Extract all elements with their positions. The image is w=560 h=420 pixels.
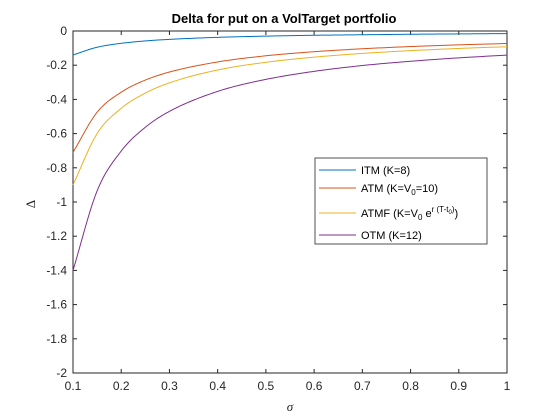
chart-title: Delta for put on a VolTarget portfolio: [172, 11, 397, 26]
y-tick-label: -1.8: [46, 332, 67, 346]
legend-atmf-sub: 0: [418, 213, 423, 222]
legend: ITM (K=8) ATM (K=V0=10) ATMF (K=V0 er (T…: [314, 157, 488, 245]
legend-atmf-prefix: ATMF (K=V: [361, 208, 419, 220]
series-group: [72, 33, 508, 271]
legend-atmf-sup-prefix: r (T-t: [432, 205, 450, 214]
x-tick-label: 0.1: [65, 379, 82, 393]
x-tick-label: 0.3: [161, 379, 178, 393]
x-axis-title: σ: [287, 399, 294, 414]
x-tick-label: 0.6: [306, 379, 323, 393]
x-axis: 0.1 0.2 0.3 0.4 0.5 0.6 0.7 0.8 0.9 1: [65, 31, 511, 393]
legend-atmf-suffix: ): [455, 208, 459, 220]
series-line-atm: [72, 42, 508, 153]
series-line-atmf: [72, 46, 508, 186]
y-axis-title: Δ: [23, 200, 38, 208]
legend-atm-suffix: =10): [416, 183, 438, 195]
y-tick-label: -0.2: [46, 58, 67, 72]
legend-atmf-mid: e: [422, 208, 431, 220]
legend-atm-prefix: ATM (K=V: [361, 183, 412, 195]
legend-box: [314, 157, 488, 245]
series-line-itm: [72, 33, 508, 56]
y-tick-label: -1.4: [46, 263, 67, 277]
legend-atmf-sup-sub: 0: [448, 210, 452, 216]
legend-atm-sub: 0: [411, 188, 416, 197]
y-tick-label: -2: [56, 366, 67, 380]
x-tick-label: 0.9: [450, 379, 467, 393]
y-tick-label: -1.2: [46, 229, 67, 243]
x-tick-label: 0.4: [209, 379, 226, 393]
x-tick-label: 0.5: [258, 379, 275, 393]
y-axis: 0 -0.2 -0.4 -0.6 -0.8 -1 -1.2 -1.4 -1.6 -1.8 -2: [46, 24, 507, 380]
y-tick-label: -1.6: [46, 298, 67, 312]
x-tick-label: 0.2: [113, 379, 130, 393]
x-tick-label: 1: [504, 379, 511, 393]
legend-label-itm: ITM (K=8): [361, 165, 410, 177]
x-tick-label: 0.8: [402, 379, 419, 393]
legend-label-atmf: ATMF (K=V0 er (T-t0)): [361, 205, 458, 222]
y-tick-label: -0.8: [46, 161, 67, 175]
y-tick-label: -0.4: [46, 92, 67, 106]
legend-atmf-sup-suffix: ): [452, 205, 455, 214]
x-tick-label: 0.7: [354, 379, 371, 393]
legend-label-atm: ATM (K=V0=10): [361, 183, 438, 197]
y-tick-label: 0: [60, 24, 67, 38]
series-line-otm: [72, 54, 508, 271]
y-tick-label: -1: [56, 195, 67, 209]
y-tick-label: -0.6: [46, 127, 67, 141]
legend-label-otm: OTM (K=12): [361, 230, 422, 242]
